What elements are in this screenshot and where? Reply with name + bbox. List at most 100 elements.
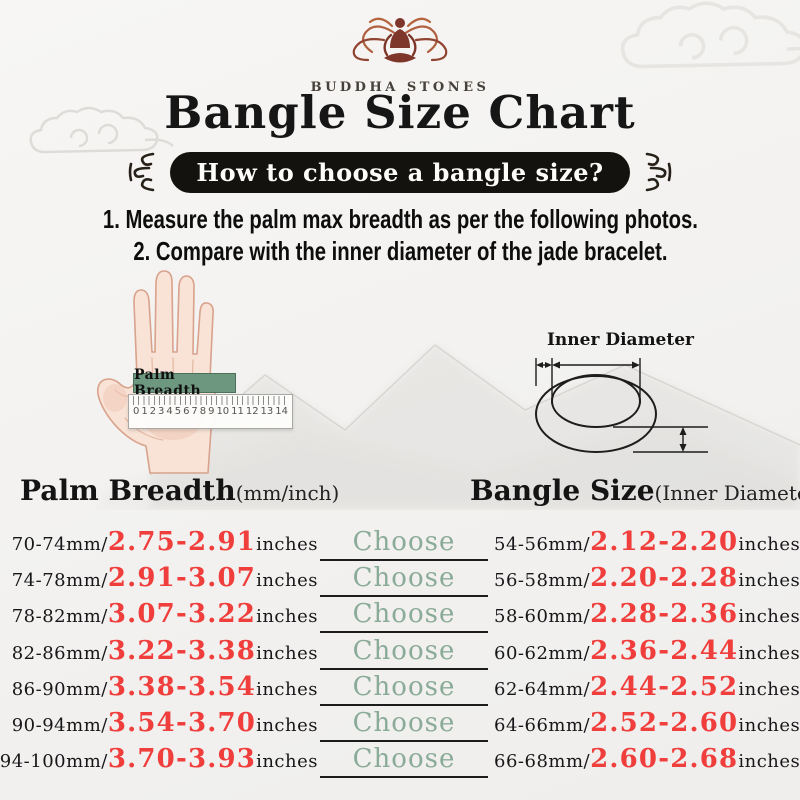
palm-size-cell: 90-94mm/3.54-3.70inches — [12, 705, 318, 744]
palm-unit: inches — [256, 606, 318, 628]
bangle-size-cell: 54-56mm/2.12-2.20inches — [494, 524, 800, 563]
bangle-range-inches: 2.28-2.36 — [590, 599, 739, 630]
ruler-number: 13 — [260, 406, 274, 417]
bangle-range-mm: 54-56mm/ — [494, 534, 591, 555]
inner-diameter-label: Inner Diameter — [546, 330, 694, 350]
palm-range-mm: 86-90mm/ — [11, 678, 108, 700]
bangle-range-inches: 2.12-2.20 — [590, 527, 739, 557]
bangle-range-inches: 2.60-2.68 — [590, 744, 739, 775]
bangle-range-mm: 66-68mm/ — [494, 751, 591, 773]
bangle-sketch — [535, 358, 708, 453]
choose-cell: Choose — [320, 524, 488, 563]
bangle-range-mm: 58-60mm/ — [494, 606, 591, 628]
ruler-number: 12 — [245, 406, 259, 417]
table-row: 70-74mm/2.75-2.91inches Choose 54-56mm/2.1… — [12, 524, 800, 563]
choose-link[interactable]: Choose — [352, 527, 456, 557]
choose-cell: Choose — [320, 669, 488, 708]
choose-cell: Choose — [320, 705, 488, 744]
instruction-step-2: 2. Compare with the inner diameter of th… — [132, 236, 668, 266]
palm-range-mm: 94-100mm/ — [0, 751, 108, 773]
bangle-diameter-illustration: Inner Diameter — [518, 330, 723, 475]
choose-link[interactable]: Choose — [352, 707, 456, 738]
bangle-unit: inches — [738, 534, 800, 555]
ruler-number: 6 — [183, 406, 190, 417]
ruler-number: 11 — [231, 406, 244, 417]
palm-unit: inches — [256, 570, 318, 592]
palm-range-mm: 70-74mm/ — [11, 534, 108, 555]
palm-range-inches: 2.91-3.07 — [107, 563, 257, 594]
palm-breadth-band: Palm Breadth — [133, 367, 236, 399]
bangle-size-header-main: Bangle Size — [470, 474, 655, 507]
choose-cell: Choose — [320, 560, 488, 599]
bangle-unit: inches — [738, 570, 800, 592]
palm-range-inches: 2.75-2.91 — [107, 527, 257, 557]
cloud-motif-top-right — [620, 1, 800, 69]
bangle-range-inches: 2.44-2.52 — [590, 671, 739, 702]
ruler-number: 10 — [216, 406, 230, 417]
choose-cell: Choose — [320, 633, 488, 672]
ruler-ticks — [133, 396, 288, 405]
bangle-size-cell: 60-62mm/2.36-2.44inches — [494, 633, 800, 672]
banner-row: How to choose a bangle size? — [0, 150, 800, 194]
ruler-number: 7 — [191, 406, 198, 417]
palm-unit: inches — [256, 714, 318, 736]
palm-range-mm: 82-86mm/ — [11, 642, 108, 664]
choose-link[interactable]: Choose — [352, 635, 456, 666]
bangle-range-mm: 62-64mm/ — [494, 678, 591, 700]
palm-breadth-header: Palm Breadth(mm/inch) — [20, 474, 339, 507]
palm-measurement-illustration: Palm Breadth 0 1 2 3 4 5 6 7 8 9 10 11 12 13 14 — [85, 268, 315, 478]
instructions: 1. Measure the palm max breadth as per t… — [0, 203, 800, 267]
palm-range-inches: 3.38-3.54 — [107, 671, 257, 702]
bangle-unit: inches — [738, 751, 800, 773]
page-title: Bangle Size Chart — [164, 86, 636, 139]
palm-size-cell: 94-100mm/3.70-3.93inches — [0, 741, 318, 780]
palm-breadth-header-main: Palm Breadth — [20, 474, 236, 507]
choose-link[interactable]: Choose — [352, 563, 456, 594]
palm-size-cell: 78-82mm/3.07-3.22inches — [12, 596, 318, 635]
table-row: 94-100mm/3.70-3.93inches Choose 66-68mm/2.… — [0, 741, 800, 780]
ruler-numbers: 0 1 2 3 4 5 6 7 8 9 10 11 12 13 14 — [129, 405, 292, 417]
brand-name: BUDDHA STONES — [310, 80, 490, 95]
bangle-size-header: Bangle Size(Inner Diameter) — [470, 474, 800, 507]
palm-unit: inches — [256, 678, 318, 700]
palm-range-inches: 3.07-3.22 — [107, 599, 257, 630]
palm-range-mm: 78-82mm/ — [11, 606, 108, 628]
bangle-size-cell: 56-58mm/2.20-2.28inches — [494, 560, 800, 599]
cloud-motif-left — [29, 106, 174, 154]
bangle-unit: inches — [738, 678, 800, 700]
bangle-size-cell: 62-64mm/2.44-2.52inches — [494, 669, 800, 708]
buddha-stones-lotus-icon — [352, 17, 448, 63]
bangle-unit: inches — [738, 642, 800, 664]
brand-logo: BUDDHA STONES — [0, 10, 800, 95]
flourish-ornament-right — [643, 150, 673, 194]
palm-unit: inches — [256, 751, 318, 773]
choose-cell: Choose — [320, 741, 488, 780]
flourish-ornament-left — [127, 150, 157, 194]
choose-link[interactable]: Choose — [352, 671, 456, 702]
ruler-number: 3 — [158, 406, 165, 417]
bangle-range-mm: 60-62mm/ — [494, 642, 591, 664]
bangle-range-inches: 2.20-2.28 — [590, 563, 739, 594]
palm-range-inches: 3.54-3.70 — [107, 707, 257, 738]
palm-size-cell: 82-86mm/3.22-3.38inches — [12, 633, 318, 672]
banner-pill: How to choose a bangle size? — [170, 151, 630, 193]
bangle-size-cell: 66-68mm/2.60-2.68inches — [494, 741, 800, 780]
choose-link[interactable]: Choose — [352, 744, 456, 775]
palm-size-cell: 74-78mm/2.91-3.07inches — [12, 560, 318, 599]
ruler: 0 1 2 3 4 5 6 7 8 9 10 11 12 13 14 — [128, 394, 293, 429]
ruler-number: 5 — [174, 406, 182, 417]
palm-range-mm: 90-94mm/ — [11, 714, 108, 736]
ruler-number: 8 — [199, 406, 207, 417]
choose-link[interactable]: Choose — [352, 599, 456, 630]
table-row: 86-90mm/3.38-3.54inches Choose 62-64mm/2.4… — [12, 669, 800, 708]
size-table: 70-74mm/2.75-2.91inches Choose 54-56mm/2.1… — [0, 524, 800, 780]
palm-size-cell: 70-74mm/2.75-2.91inches — [12, 524, 318, 563]
ruler-number: 1 — [141, 406, 148, 417]
palm-size-cell: 86-90mm/3.38-3.54inches — [12, 669, 318, 708]
ruler-number: 0 — [133, 406, 140, 417]
bangle-range-mm: 56-58mm/ — [494, 570, 591, 592]
bangle-size-cell: 64-66mm/2.52-2.60inches — [494, 705, 800, 744]
ruler-number: 9 — [208, 406, 215, 417]
palm-breadth-header-sub: (mm/inch) — [235, 481, 340, 505]
